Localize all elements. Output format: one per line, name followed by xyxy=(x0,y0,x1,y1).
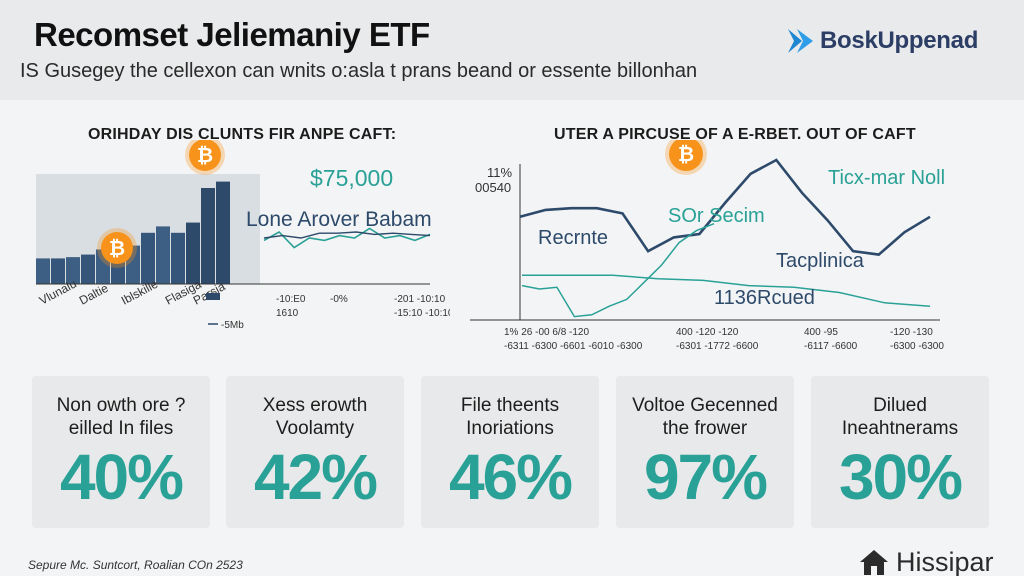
metric-card-label: Non owth ore ?eilled In files xyxy=(56,395,186,439)
left-chart-line-annotation: Lone Arover Babam xyxy=(246,208,432,231)
metric-card[interactable]: Voltoe Gecenned the frower 97% xyxy=(616,376,794,528)
series-line-mark xyxy=(521,223,715,318)
bar-mark xyxy=(201,188,215,284)
series-line-mark xyxy=(519,158,931,256)
page-title: Recomset Jeliemaniy ETF xyxy=(34,16,430,53)
x-tick-label: -6300 -6300 xyxy=(890,341,944,352)
bar-mark xyxy=(141,232,155,284)
house-icon xyxy=(860,550,888,575)
left-chart-legend-label: -5Mb xyxy=(221,320,244,331)
brand-arrow-icon xyxy=(788,29,813,53)
metric-card-label: Dilued Ineahtnerams xyxy=(841,395,959,439)
bitcoin-icon: ₿ xyxy=(665,140,707,175)
right-chart-y-tick-label: 00540 xyxy=(475,180,511,195)
metric-card-label: File theents Inoriations xyxy=(460,395,560,439)
right-chart-annotation: 1136Rcued xyxy=(714,287,815,309)
x-tick-label: -0% xyxy=(330,294,348,305)
left-chart-legend-swatch xyxy=(206,293,220,300)
bar-mark xyxy=(36,258,50,284)
page-subtitle: IS Gusegey the cellexon can wnits o:asla… xyxy=(20,60,698,82)
bar-mark xyxy=(171,232,185,284)
svg-text:₿: ₿ xyxy=(197,145,213,167)
right-chart-title: UTER A PIRCUSE OF A E-RBET. OUT OF CAFT xyxy=(554,126,916,143)
footer-logo[interactable]: Hissipar xyxy=(858,548,994,576)
metric-card-label: Voltoe Gecenned the frower xyxy=(632,395,778,439)
bar-mark xyxy=(156,226,170,284)
left-chart-price-annotation: $75,000 xyxy=(310,165,393,191)
header-banner xyxy=(0,0,1024,100)
metric-card[interactable]: Dilued Ineahtnerams 30% xyxy=(811,376,989,528)
x-tick-label: -10:E0 xyxy=(276,294,306,305)
metric-card-value: 40% xyxy=(59,441,184,513)
x-tick-label: -6117 -6600 xyxy=(804,341,858,352)
x-tick-label: 1610 xyxy=(276,308,299,319)
overlay-line-mark xyxy=(263,227,431,249)
series-line-mark xyxy=(522,274,931,307)
bitcoin-icon: ₿ xyxy=(185,140,225,175)
right-chart-annotation: SOr Secim xyxy=(668,205,765,227)
bar-mark xyxy=(66,257,80,284)
metric-card-label: Xess erowth Voolamty xyxy=(262,395,368,439)
source-note: Sepure Mc. Suntcort, Roalian COn 2523 xyxy=(28,558,243,572)
x-tick-label: 1% 26 -00 6/8 -120 xyxy=(504,327,589,338)
brand-name: BoskUppenad xyxy=(820,27,979,54)
svg-text:₿: ₿ xyxy=(678,144,694,166)
metric-card[interactable]: Xess erowth Voolamty 42% xyxy=(226,376,404,528)
metric-card[interactable]: Non owth ore ?eilled In files 40% xyxy=(32,376,210,528)
x-tick-label: -6311 -6300 -6601 -6010 -6300 xyxy=(504,341,643,352)
overlay-line-mark xyxy=(263,231,431,239)
right-chart-series-label: Tacplinica xyxy=(776,250,865,272)
bar-mark xyxy=(186,222,200,284)
x-tick-label: 400 -95 xyxy=(804,327,838,338)
x-tick-label: -6301 -1772 -6600 xyxy=(676,341,759,352)
metric-card-value: 42% xyxy=(253,441,378,513)
right-chart-series-label: Recrnte xyxy=(538,227,608,249)
bar-mark xyxy=(51,258,65,284)
left-chart-title: ORIHDAY DIS CLUNTS FIR ANPE CAFT: xyxy=(88,126,397,143)
metric-cards: Non owth ore ?eilled In files 40% Xess e… xyxy=(32,376,996,528)
metric-card-value: 46% xyxy=(448,441,573,513)
x-tick-label: Daltie xyxy=(77,281,111,308)
metric-card-value: 30% xyxy=(838,441,963,513)
metric-card-value: 97% xyxy=(643,441,768,513)
right-chart-y-tick-label: 11% xyxy=(487,165,512,180)
x-tick-label: -15:10 -10:10 xyxy=(394,308,450,319)
bitcoin-icon: ₿ xyxy=(97,228,137,268)
right-line-chart: 11% 00540 Ticx-mar Noll Recrnte Tacplini… xyxy=(470,140,945,352)
brand-logo[interactable]: BoskUppenad xyxy=(786,26,978,56)
metric-card[interactable]: File theents Inoriations 46% xyxy=(421,376,599,528)
x-tick-label: 400 -120 -120 xyxy=(676,327,739,338)
x-tick-label: -120 -130 xyxy=(890,327,933,338)
right-chart-series-label: Ticx-mar Noll xyxy=(828,167,945,189)
x-tick-label: -201 -10:10 xyxy=(394,294,446,305)
svg-text:₿: ₿ xyxy=(109,238,125,260)
bar-mark xyxy=(81,254,95,284)
bar-mark xyxy=(216,181,230,284)
footer-logo-name: Hissipar xyxy=(896,547,994,576)
